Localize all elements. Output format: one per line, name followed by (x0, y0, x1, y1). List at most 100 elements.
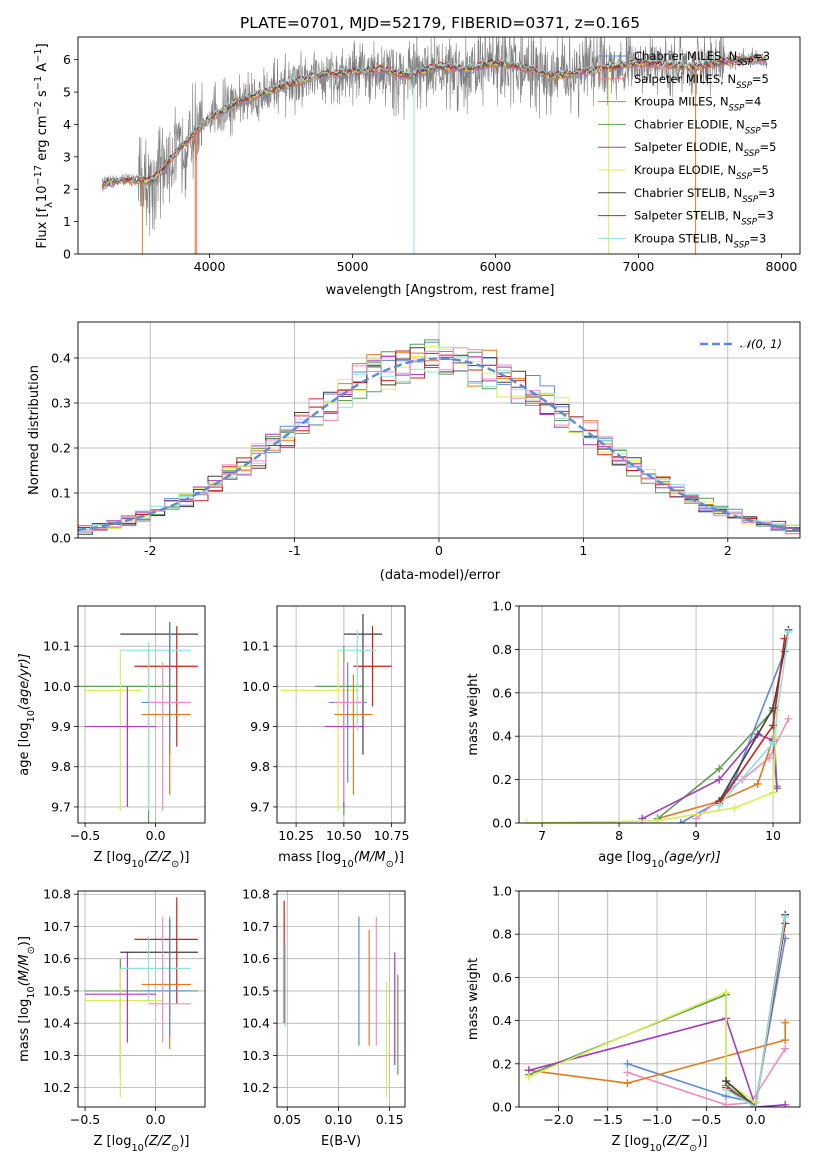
model-spectrum-line (101, 53, 767, 185)
weight-marker (730, 803, 739, 812)
y-tick-label: 10.3 (242, 1048, 270, 1063)
legend-label: Kroupa MILES, NSSP=4 (634, 95, 761, 114)
y-tick-label: 9.8 (51, 759, 71, 774)
x-axis-label: mass [log10(M/M⊙)] (278, 850, 404, 870)
legend-label: 𝒩(0, 1) (740, 337, 782, 351)
y-tick-label: 1.0 (492, 599, 512, 614)
x-tick-label: 4000 (194, 259, 226, 274)
x-tick-label: 5000 (337, 259, 369, 274)
weight-marker (781, 1036, 790, 1045)
y-tick-label: 9.9 (51, 719, 71, 734)
legend-label: Chabrier STELIB, NSSP=3 (634, 186, 775, 205)
axes-frame (77, 36, 801, 255)
plot-area (283, 900, 399, 1098)
y-tick-label: 3 (63, 149, 71, 164)
weight-marker (769, 738, 778, 747)
y-tick-label: 10.0 (242, 679, 270, 694)
y-tick-label: 0.8 (492, 642, 512, 657)
panel-residuals: -2 -1 0 1 2 0.0 0.1 0.2 0.3 0.4 𝒩(0, 1) (data-model… (27, 321, 801, 583)
y-tick-label: 2 (63, 182, 71, 197)
weight-marker (623, 1068, 632, 1077)
y-tick-label: 0.8 (492, 927, 512, 942)
observed-spectrum-line (102, 37, 768, 236)
y-tick-label: 0.4 (492, 729, 512, 744)
y-tick-label: 0.2 (492, 772, 512, 787)
plot-area (78, 622, 198, 823)
axes-frame (77, 321, 801, 539)
weight-marker (623, 1059, 632, 1068)
x-tick-label: −0.5 (70, 1112, 100, 1127)
weight-marker (781, 1044, 790, 1053)
axes-frame (77, 890, 206, 1108)
y-tick-label: 10.1 (43, 639, 71, 654)
x-tick-label: −1.5 (593, 1112, 623, 1127)
weight-marker (715, 775, 724, 784)
x-tick-label: 9 (692, 828, 700, 843)
x-tick-label: 0.10 (325, 1112, 353, 1127)
x-tick-label: 8000 (766, 259, 798, 274)
x-axis-label: wavelength [Angstrom, rest frame] (326, 283, 555, 298)
normal-distribution-curve (78, 357, 800, 532)
x-tick-label: 0.0 (746, 1112, 766, 1127)
weight-marker (524, 1072, 533, 1081)
x-tick-label: 0.05 (273, 1112, 301, 1127)
y-tick-label: 0.6 (492, 685, 512, 700)
weight-series-line (680, 651, 786, 823)
x-tick-label: 7 (538, 828, 546, 843)
y-tick-label: 10.8 (43, 887, 71, 902)
weight-series-line (718, 638, 786, 804)
x-tick-label: 10.50 (326, 828, 362, 843)
weight-marker (781, 912, 790, 921)
y-axis-label: mass [log10(M/M⊙)] (17, 936, 37, 1062)
y-tick-label: 9.7 (51, 799, 71, 814)
x-tick-label: −0.5 (691, 1112, 721, 1127)
weight-marker (772, 784, 781, 793)
x-axis-label: (data-model)/error (380, 568, 501, 583)
x-tick-label: −2.0 (543, 1112, 573, 1127)
y-axis-label: age [log10(age/yr)] (17, 653, 37, 776)
y-tick-label: 0.4 (492, 1013, 512, 1028)
y-axis-label: Flux [fλ10−17 erg cm−2 s−1 A−1] (33, 43, 55, 248)
weight-marker (653, 816, 662, 823)
x-tick-label: 1 (579, 543, 587, 558)
y-tick-label: 4 (63, 117, 71, 132)
y-tick-label: 0.4 (51, 351, 71, 366)
y-tick-label: 9.7 (250, 799, 270, 814)
y-tick-label: 10.3 (43, 1048, 71, 1063)
y-tick-label: 10.7 (43, 919, 71, 934)
panel-weight-vs-age: 7 8 9 10 0.0 0.2 0.4 0.6 0.8 1.0 age [log10(age/yr… (466, 599, 801, 870)
weight-series-line (528, 993, 757, 1107)
legend-label: Kroupa STELIB, NSSP=3 (634, 231, 766, 250)
weight-marker (769, 788, 778, 797)
y-tick-label: 6 (63, 52, 71, 67)
y-tick-label: 10.4 (43, 1016, 71, 1031)
x-tick-label: 10.25 (278, 828, 314, 843)
y-tick-label: 0.1 (51, 486, 71, 501)
y-tick-label: 10.5 (242, 983, 270, 998)
y-tick-label: 0.0 (51, 531, 71, 546)
weight-marker (784, 714, 793, 723)
y-tick-label: 0.0 (492, 816, 512, 831)
x-axis-label: Z [log10(Z/Z⊙)] (612, 1134, 708, 1154)
y-axis-label: mass weight (466, 673, 481, 755)
x-tick-label: 0.15 (376, 1112, 404, 1127)
y-axis-label: mass weight (466, 958, 481, 1040)
plot-area (522, 625, 793, 823)
y-tick-label: 0.3 (51, 396, 71, 411)
y-tick-label: 10.7 (242, 919, 270, 934)
y-tick-label: 10.1 (242, 639, 270, 654)
legend-label: Kroupa ELODIE, NSSP=5 (634, 163, 769, 182)
y-tick-label: 1.0 (492, 884, 512, 899)
x-tick-label: 10.75 (374, 828, 410, 843)
y-tick-label: 0 (63, 247, 71, 262)
weight-series-line (528, 991, 757, 1104)
x-tick-label: 8 (615, 828, 623, 843)
legend-label: Salpeter STELIB, NSSP=3 (634, 209, 774, 228)
axes-frame (77, 605, 206, 824)
y-tick-label: 10.8 (242, 887, 270, 902)
panel-mass-vs-ebv: 0.05 0.10 0.15 10.2 10.3 10.4 10.5 10.6 10.7 10.8… (242, 887, 406, 1149)
legend-label: Salpeter MILES, NSSP=5 (634, 72, 769, 91)
plot-area (85, 897, 198, 1098)
y-tick-label: 0.2 (51, 441, 71, 456)
